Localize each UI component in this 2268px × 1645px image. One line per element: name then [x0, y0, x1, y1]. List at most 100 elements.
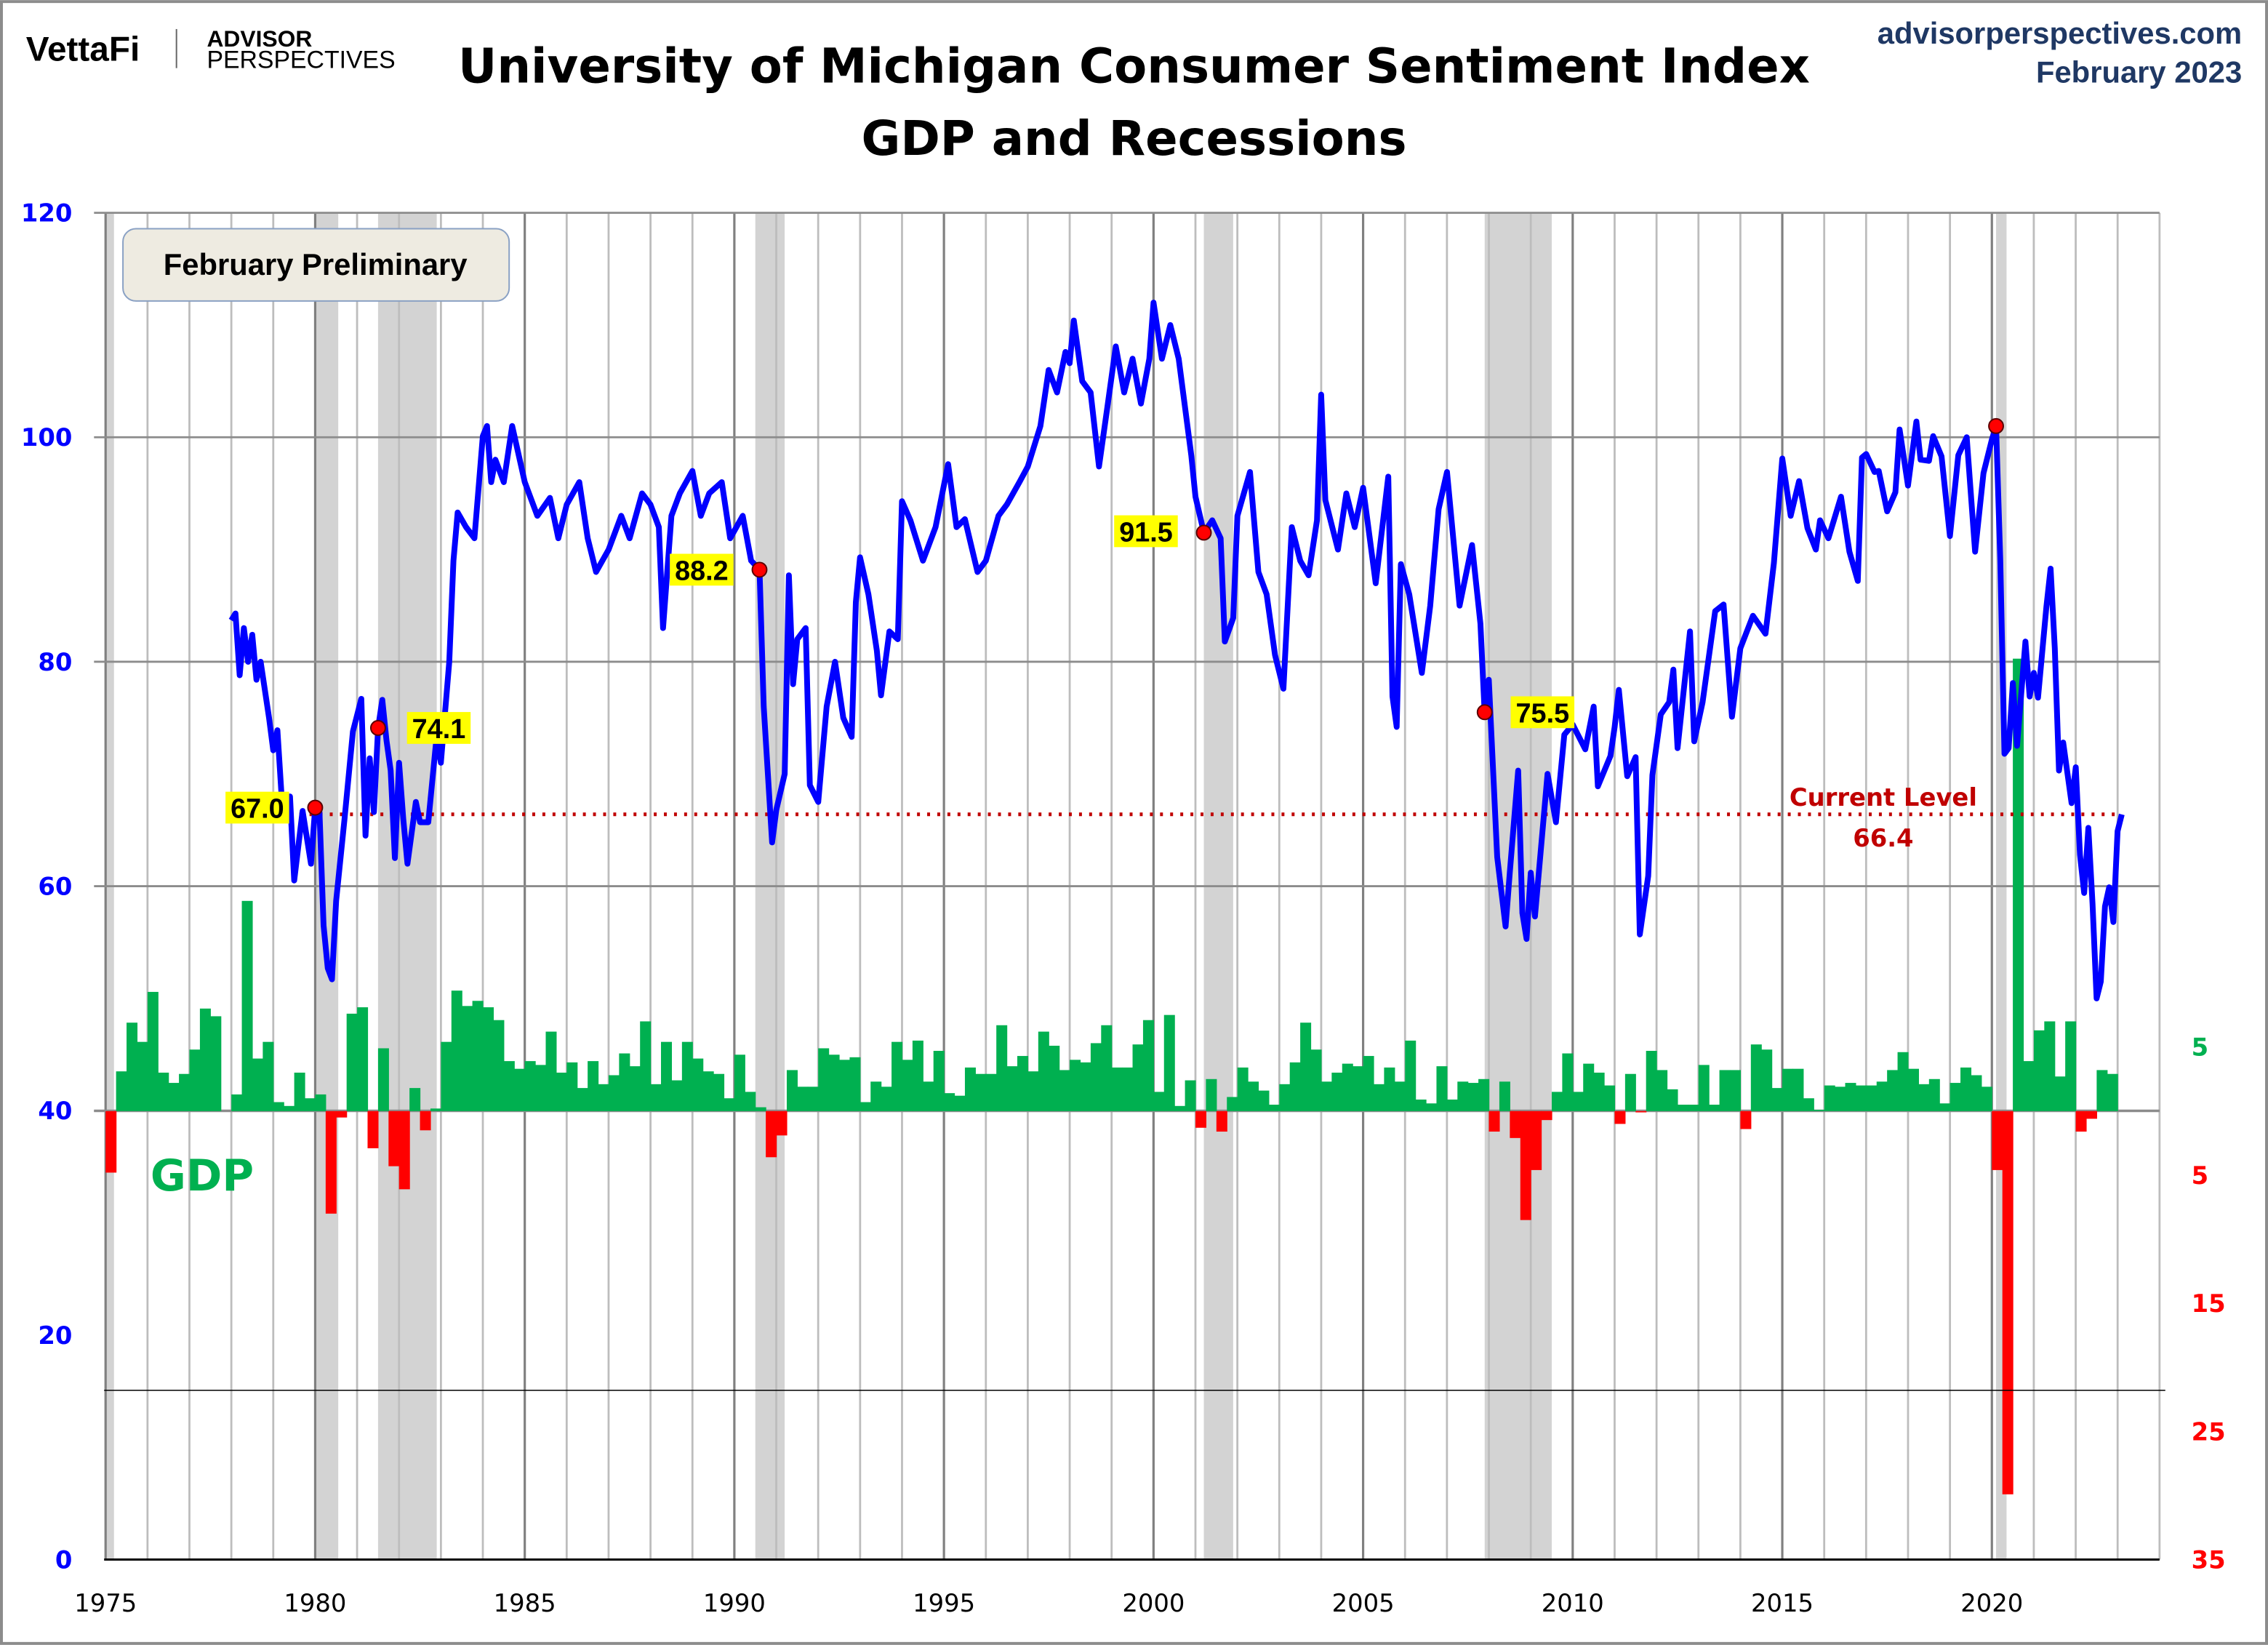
gdp-bar: [2044, 1021, 2056, 1111]
gdp-bar: [1006, 1066, 1018, 1111]
gdp-bar: [1531, 1110, 1542, 1170]
gdp-bar: [1185, 1080, 1196, 1111]
gdp-bar: [1384, 1067, 1395, 1111]
gdp-bar: [1027, 1071, 1039, 1111]
gdp-bar: [702, 1071, 714, 1111]
annotation-highlight: [406, 712, 471, 744]
gdp-bar: [441, 1041, 452, 1111]
gdp-bar: [1090, 1043, 1102, 1111]
gdp-bar: [1971, 1075, 1982, 1111]
gdp-bar: [818, 1048, 830, 1111]
gdp-bar: [305, 1098, 316, 1111]
chart-subtitle: GDP and Recessions: [861, 111, 1406, 167]
gdp-bar: [1667, 1089, 1678, 1111]
gdp-bar: [1206, 1078, 1217, 1111]
source-label: advisorperspectives.com: [1878, 16, 2242, 50]
gdp-bar: [839, 1060, 851, 1111]
x-tick-label: 1990: [703, 1589, 766, 1617]
annotation-marker: [1988, 417, 2004, 434]
gdp-bar: [870, 1081, 882, 1111]
gdp-bar: [588, 1061, 599, 1111]
gdp-bar: [1258, 1090, 1270, 1111]
gdp-bar: [964, 1067, 976, 1111]
annotation-marker: [307, 799, 324, 816]
x-tick-label: 2000: [1122, 1589, 1185, 1617]
annotation-highlight: [1510, 696, 1575, 729]
gdp-bar: [325, 1110, 337, 1214]
gdp-bar: [263, 1041, 274, 1111]
gdp-bar: [912, 1040, 923, 1111]
gdp-bar: [1803, 1098, 1814, 1111]
gdp-bar: [1709, 1105, 1720, 1111]
annotation-marker: [1476, 704, 1493, 721]
gdp-bar: [357, 1007, 369, 1111]
y-tick-label: 100: [21, 423, 73, 452]
gdp-bar: [1520, 1110, 1531, 1220]
gdp-bar: [766, 1110, 777, 1158]
gdp-bar: [2033, 1030, 2045, 1111]
gdp-bar: [2065, 1021, 2077, 1111]
gdp-bar: [1499, 1081, 1510, 1111]
gdp-bar: [1719, 1070, 1731, 1111]
gdp-bar: [127, 1022, 138, 1111]
y-tick-label: 0: [55, 1545, 73, 1574]
gdp-bar: [1950, 1083, 1961, 1111]
gdp-bar: [629, 1066, 641, 1111]
annotation-marker: [1195, 524, 1212, 541]
gdp-bar: [1866, 1085, 1878, 1111]
gdp-bar: [1907, 1068, 1919, 1111]
gdp-bar: [1593, 1072, 1605, 1111]
gdp-bar: [985, 1073, 997, 1111]
annotation-label: 74.1: [412, 714, 466, 745]
gdp-bar: [745, 1092, 756, 1111]
gdp-bar: [1646, 1051, 1657, 1111]
gdp-bar: [377, 1048, 389, 1111]
gdp-bar: [1405, 1040, 1417, 1111]
gdp-bar: [1310, 1049, 1322, 1111]
gdp-bar: [650, 1084, 662, 1111]
y-tick-label: 60: [38, 872, 72, 900]
annotation-marker: [369, 720, 386, 736]
gdp-bar: [1227, 1097, 1238, 1111]
gdp-bar: [598, 1084, 609, 1111]
gdp-bar: [346, 1013, 358, 1111]
gdp-bar: [2107, 1073, 2118, 1111]
gdp-bar: [1750, 1044, 1762, 1111]
gdp-bar: [1551, 1092, 1563, 1111]
gdp-bar: [284, 1105, 295, 1111]
gdp-bar: [556, 1072, 567, 1111]
gdp-bar: [681, 1041, 693, 1111]
gdp-bar: [1080, 1062, 1091, 1111]
gdp-bar: [189, 1049, 201, 1111]
gdp-bar: [545, 1031, 557, 1111]
badge-box: [122, 228, 510, 302]
annotation-highlight: [1114, 515, 1178, 548]
gdp-bar: [2013, 658, 2024, 1111]
gdp-label: GDP: [151, 1151, 254, 1201]
gdp-bar: [1656, 1070, 1668, 1111]
gdp-bar: [1698, 1065, 1710, 1111]
gdp-bar: [1331, 1072, 1343, 1111]
gdp-bar: [1049, 1045, 1060, 1111]
gdp-bar: [1729, 1070, 1741, 1111]
gdp-bar: [1635, 1110, 1647, 1113]
gdp-bar: [1353, 1066, 1364, 1111]
gdp-bar: [849, 1057, 861, 1111]
gdp-bar: [786, 1070, 798, 1111]
gdp-bar: [1436, 1066, 1448, 1111]
annotation-label: 88.2: [675, 556, 729, 586]
logo-advisor: ADVISOR: [207, 25, 312, 52]
gdp-bar: [1604, 1085, 1616, 1111]
gdp-bar: [608, 1075, 620, 1111]
x-tick-label: 2020: [1960, 1589, 2023, 1617]
gdp-bar: [1195, 1110, 1207, 1128]
gdp-bar: [1111, 1067, 1123, 1111]
gdp-bar: [1782, 1068, 1794, 1111]
date-label: February 2023: [2036, 55, 2242, 89]
gdp-bar: [577, 1088, 588, 1111]
gdp-bar: [1342, 1063, 1353, 1111]
gdp-bar: [147, 991, 159, 1111]
gdp-bar: [1677, 1105, 1688, 1111]
gdp-bar: [1835, 1086, 1846, 1111]
gdp-bar: [891, 1041, 903, 1111]
